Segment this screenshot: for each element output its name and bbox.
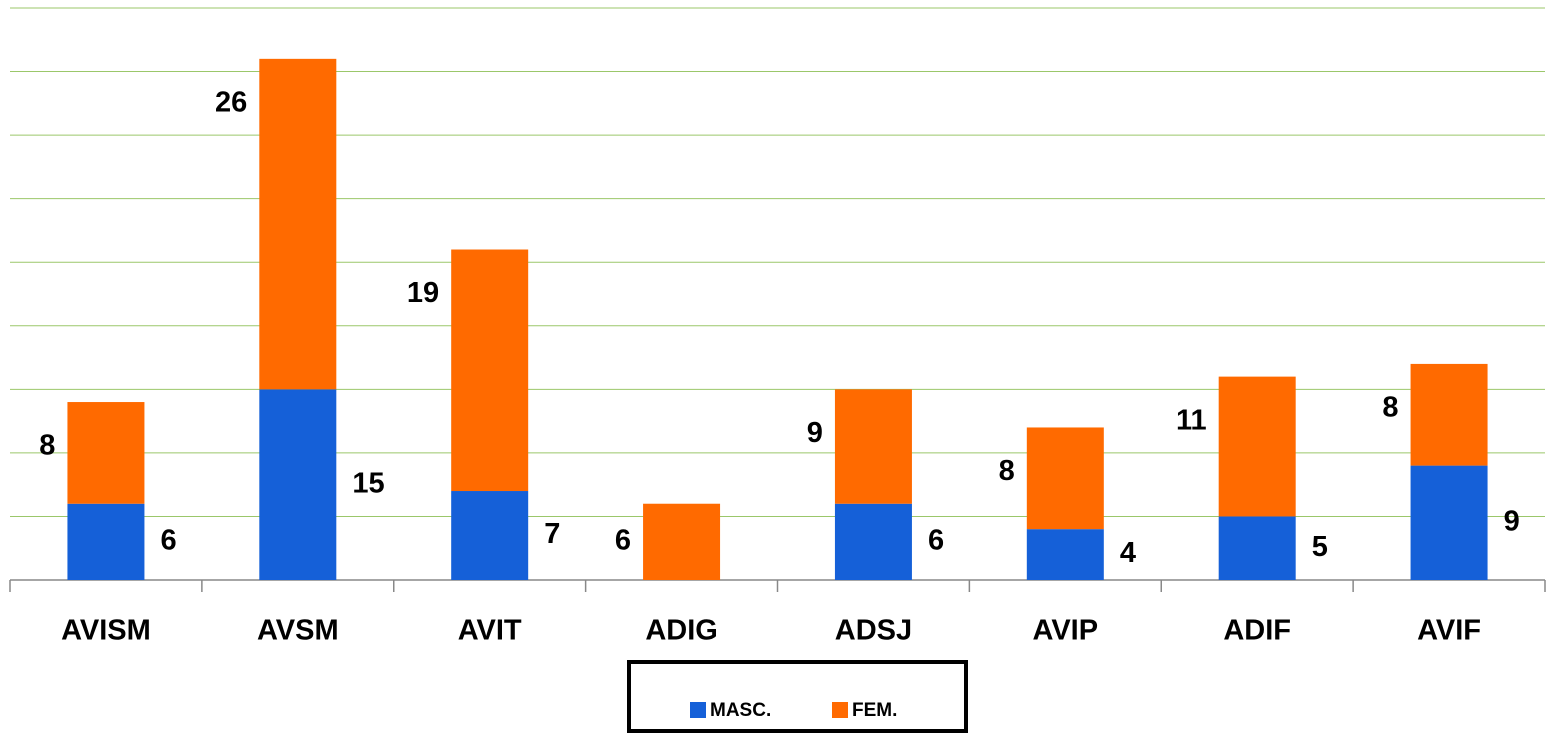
data-label: 9	[1504, 505, 1520, 537]
legend-label: FEM.	[852, 700, 897, 721]
data-label: 8	[999, 455, 1015, 487]
bar-segment	[451, 491, 529, 580]
data-label: 26	[215, 87, 247, 119]
legend-label: MASC.	[710, 700, 771, 721]
data-label: 6	[160, 525, 176, 557]
bar-segment	[1410, 465, 1488, 580]
bar-segment	[834, 389, 912, 504]
bar-segment	[834, 503, 912, 580]
bar-segment	[67, 503, 145, 580]
x-tick-label: AVSM	[257, 615, 339, 647]
bar-segment	[1026, 529, 1104, 580]
legend-swatch	[832, 702, 848, 718]
data-label: 5	[1312, 531, 1328, 563]
data-label: 15	[352, 467, 384, 499]
bar-segment	[67, 402, 145, 504]
data-label: 6	[615, 525, 631, 557]
x-tick-label: ADIG	[645, 615, 718, 647]
bar-segment	[259, 389, 337, 580]
bar-segment	[1026, 427, 1104, 530]
bar-segment	[1218, 516, 1296, 580]
data-label: 7	[544, 518, 560, 550]
x-tick-label: AVIP	[1033, 615, 1099, 647]
legend-swatch	[690, 702, 706, 718]
x-tick-label: ADIF	[1223, 615, 1291, 647]
bar-segment	[643, 503, 721, 580]
bar-segment	[259, 58, 337, 390]
data-label: 19	[407, 277, 439, 309]
legend-box	[627, 660, 968, 733]
data-label: 6	[928, 525, 944, 557]
bar-segment	[451, 249, 529, 492]
x-tick-label: ADSJ	[835, 615, 912, 647]
x-tick-label: AVIF	[1417, 615, 1481, 647]
data-label: 4	[1120, 537, 1136, 569]
bar-segment	[1410, 363, 1488, 466]
x-tick-label: AVIT	[458, 615, 522, 647]
data-label: 11	[1176, 404, 1207, 436]
x-tick-label: AVISM	[61, 615, 151, 647]
data-label: 8	[1382, 392, 1398, 424]
bar-segment	[1218, 376, 1296, 517]
data-label: 9	[807, 417, 823, 449]
data-label: 8	[39, 430, 55, 462]
